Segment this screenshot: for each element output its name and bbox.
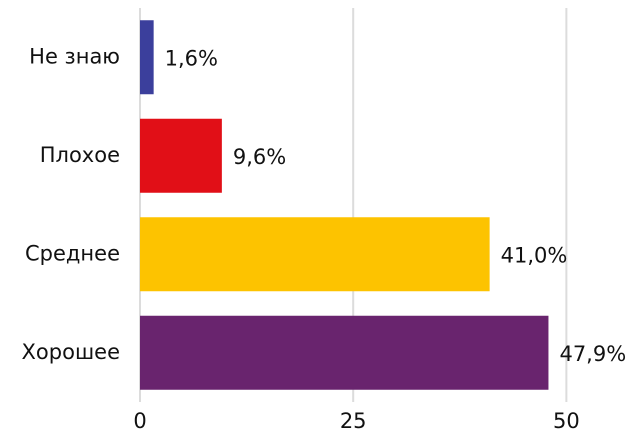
x-tick-label: 25 xyxy=(340,409,367,433)
value-label: 47,9% xyxy=(559,342,626,366)
bar xyxy=(140,20,154,95)
y-tick-label: Не знаю xyxy=(29,44,120,68)
y-tick-label: Хорошее xyxy=(22,340,120,364)
value-label: 1,6% xyxy=(165,46,218,70)
value-label: 9,6% xyxy=(233,145,286,169)
bar xyxy=(140,118,222,193)
bar xyxy=(140,315,549,390)
y-tick-label: Плохое xyxy=(40,143,120,167)
x-tick-label: 50 xyxy=(553,409,580,433)
value-label: 41,0% xyxy=(501,243,568,267)
bar xyxy=(140,217,490,292)
y-tick-label: Среднее xyxy=(25,241,120,265)
x-tick-label: 0 xyxy=(133,409,146,433)
